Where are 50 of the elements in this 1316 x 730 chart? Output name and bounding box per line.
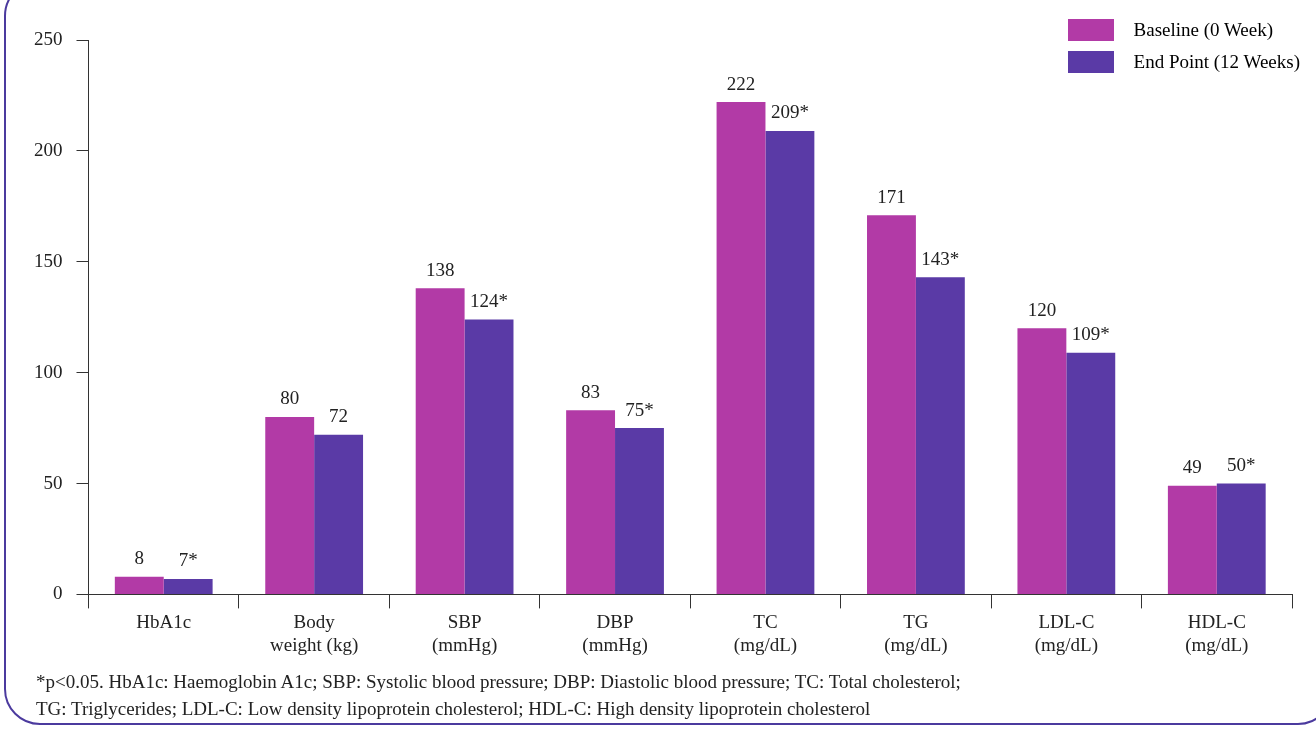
legend-label: End Point (12 Weeks): [1133, 51, 1300, 73]
bar: [464, 319, 514, 594]
y-tick-label: 250: [34, 27, 63, 49]
data-label: 120: [1027, 298, 1057, 320]
data-label: 75*: [625, 398, 654, 420]
data-label: 50*: [1226, 454, 1256, 475]
data-label: 171: [877, 185, 906, 207]
bar: [114, 576, 164, 594]
x-tick-label: Body weight (kg): [270, 610, 359, 656]
data-label: 124*: [470, 289, 509, 311]
data-label: 72: [329, 405, 349, 427]
data-label: 80: [280, 387, 300, 409]
data-label: 83: [581, 380, 601, 402]
y-tick-label: 100: [34, 360, 63, 382]
y-tick-label: 200: [34, 138, 63, 160]
data-label: 143*: [921, 247, 960, 269]
y-tick-label: 50: [43, 471, 63, 493]
y-tick-label: 0: [53, 582, 63, 604]
bar: [765, 130, 815, 594]
bar: [1216, 483, 1266, 594]
legend-label: Baseline (0 Week): [1133, 19, 1274, 41]
bar: [615, 428, 664, 594]
x-tick-label: HbA1c: [136, 610, 192, 632]
x-tick-label: DBP (mmHg): [582, 610, 648, 656]
data-label: 109*: [1071, 323, 1110, 345]
bar: [163, 578, 213, 594]
bar: [1066, 352, 1116, 594]
x-tick-label: SBP (mmHg): [431, 610, 498, 656]
data-label: 138: [425, 258, 455, 280]
x-tick-label: TC (mg/dL): [733, 610, 798, 656]
data-label: 49: [1182, 456, 1202, 478]
bar: [1167, 485, 1217, 594]
bar: [314, 434, 364, 594]
data-label: 8: [134, 547, 145, 569]
x-tick-label: TG (mg/dL): [884, 610, 948, 656]
x-tick-label: LDL-C (mg/dL): [1034, 610, 1099, 656]
data-label: 222: [726, 72, 756, 94]
text: TG: Triglycerides; LDL-C: Low density lipoprotein cholesterol; HDL-C: High density lipoprotein cholesterol: [36, 697, 872, 721]
data-label: 209*: [770, 101, 809, 123]
bar: [867, 215, 916, 594]
y-tick-label: 150: [34, 249, 63, 271]
bar: [415, 288, 465, 594]
bar: [1017, 328, 1067, 594]
bar: [915, 277, 965, 594]
data-label: 7*: [178, 549, 198, 571]
text: *p<0.05. HbA1c: Haemoglobin A1c; SBP: Systolic blood pressure; DBP: Diastolic blood pressure; TC: Total cholesterol;: [36, 670, 961, 694]
bar: [566, 410, 616, 594]
x-tick-label: HDL-C (mg/dL): [1185, 610, 1249, 656]
bar: [716, 102, 766, 594]
bar: [265, 416, 315, 594]
